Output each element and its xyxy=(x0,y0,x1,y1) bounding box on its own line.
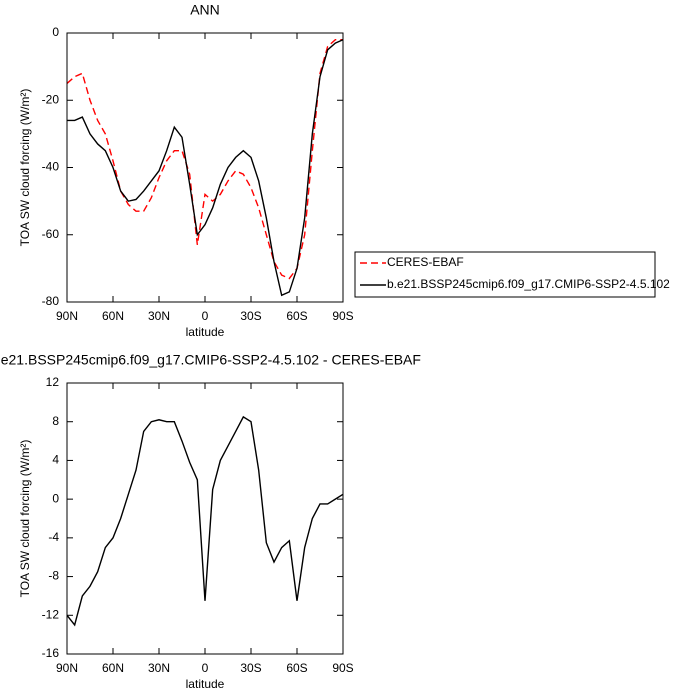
y-tick-label: 4 xyxy=(52,453,59,467)
y-tick-label: -8 xyxy=(48,569,59,583)
chart-title: b.e21.BSSP245cmip6.f09_g17.CMIP6-SSP2-4.… xyxy=(0,352,421,368)
x-tick-label: 60N xyxy=(102,309,124,323)
y-tick-label: -60 xyxy=(42,227,60,241)
x-tick-label: 90N xyxy=(56,309,78,323)
x-tick-label: 30N xyxy=(148,309,170,323)
x-tick-label: 60S xyxy=(286,309,307,323)
y-tick-label: -80 xyxy=(42,294,60,308)
x-axis-label: latitude xyxy=(186,677,225,691)
x-tick-label: 90S xyxy=(332,309,353,323)
plot-frame xyxy=(66,32,344,303)
y-axis-label: TOA SW cloud forcing (W/m²) xyxy=(18,440,32,598)
data-line xyxy=(67,39,344,297)
x-tick-label: 60N xyxy=(102,661,124,675)
data-line xyxy=(66,415,344,627)
x-axis-label: latitude xyxy=(186,325,225,339)
y-tick-label: 0 xyxy=(52,491,59,505)
x-tick-label: 30N xyxy=(148,661,170,675)
y-tick-label: -4 xyxy=(48,530,59,544)
x-tick-label: 90N xyxy=(56,661,78,675)
y-tick-label: -12 xyxy=(42,607,60,621)
x-tick-label: 0 xyxy=(202,309,209,323)
x-tick-label: 30S xyxy=(240,661,261,675)
y-tick-label: -40 xyxy=(42,160,60,174)
x-tick-label: 60S xyxy=(286,661,307,675)
y-tick-label: 12 xyxy=(46,375,60,389)
x-tick-label: 0 xyxy=(202,661,209,675)
x-tick-label: 90S xyxy=(332,661,353,675)
plot-frame xyxy=(66,382,344,655)
y-tick-label: 8 xyxy=(52,414,59,428)
y-tick-label: -20 xyxy=(42,92,60,106)
y-axis-label: TOA SW cloud forcing (W/m²) xyxy=(18,89,32,247)
y-tick-label: 0 xyxy=(52,25,59,39)
legend-box xyxy=(354,251,656,298)
legend-label: CERES-EBAF xyxy=(387,255,464,269)
chart-title: ANN xyxy=(190,2,220,18)
y-tick-label: -16 xyxy=(42,646,60,660)
legend-label: b.e21.BSSP245cmip6.f09_g17.CMIP6-SSP2-4.… xyxy=(387,277,670,291)
x-tick-label: 30S xyxy=(240,309,261,323)
